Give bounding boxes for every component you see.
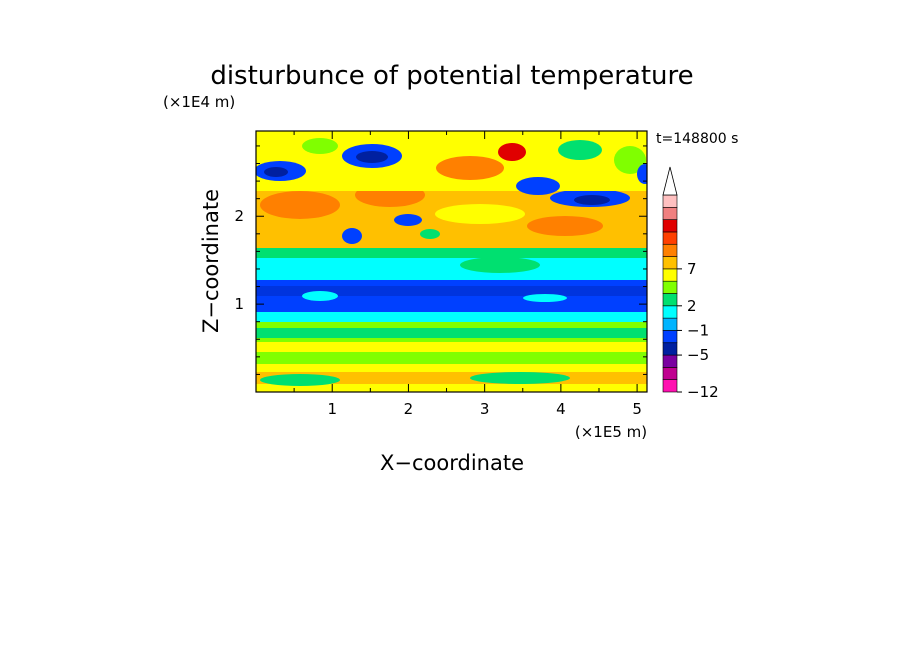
x-tick-label: 2 bbox=[404, 400, 414, 418]
cell bbox=[637, 164, 647, 184]
cell bbox=[470, 372, 570, 384]
x-tick-label: 4 bbox=[556, 400, 566, 418]
band-upper-cyan bbox=[256, 254, 647, 280]
cell bbox=[558, 140, 602, 160]
colorbar-label: −5 bbox=[687, 346, 709, 364]
plot-frame bbox=[255, 130, 648, 393]
cell bbox=[260, 191, 340, 219]
colorbar-label: 2 bbox=[687, 297, 697, 315]
cell bbox=[498, 143, 526, 161]
band-bottom-green bbox=[256, 352, 647, 364]
cell bbox=[264, 167, 288, 177]
colorbar-extend-arrow bbox=[662, 166, 678, 196]
y-axis-ticks: 12 bbox=[234, 145, 647, 375]
cell bbox=[420, 229, 440, 239]
band-blue-dark bbox=[256, 286, 647, 296]
x-tick-label: 5 bbox=[632, 400, 642, 418]
y-tick-label: 1 bbox=[234, 295, 244, 313]
cell bbox=[460, 257, 540, 273]
colorbar-label: −12 bbox=[687, 383, 719, 401]
x-axis-ticks: 1 2 3 4 5 bbox=[293, 131, 642, 418]
colorbar-labels: 7 2 −1 −5 −12 bbox=[677, 260, 719, 401]
colorbar bbox=[662, 166, 678, 393]
x-tick-label: 3 bbox=[480, 400, 490, 418]
cell bbox=[516, 177, 560, 195]
cell bbox=[436, 156, 504, 180]
cell bbox=[302, 138, 338, 154]
y-tick-label: 2 bbox=[234, 207, 244, 225]
x-unit-label: (×1E5 m) bbox=[575, 423, 647, 441]
colorbar-swatch bbox=[662, 330, 678, 344]
colorbar-swatch bbox=[662, 280, 678, 294]
cell bbox=[574, 195, 610, 205]
colorbar-swatch bbox=[662, 243, 678, 257]
cell bbox=[342, 228, 362, 244]
y-unit-label: (×1E4 m) bbox=[163, 93, 235, 111]
cell bbox=[614, 146, 646, 174]
band-upper-green bbox=[256, 246, 647, 258]
x-axis-title: X−coordinate bbox=[380, 451, 524, 475]
cell bbox=[523, 294, 567, 302]
colorbar-swatch bbox=[662, 219, 678, 233]
colorbar-swatch bbox=[662, 293, 678, 307]
cell bbox=[527, 216, 603, 236]
colorbar-label: −1 bbox=[687, 321, 709, 339]
band-lower-mid-green bbox=[256, 328, 647, 338]
colorbar-swatch bbox=[662, 231, 678, 245]
colorbar-swatch bbox=[662, 194, 678, 208]
colorbar-label: 7 bbox=[687, 260, 697, 278]
cell bbox=[435, 204, 525, 224]
colorbar-swatch bbox=[662, 342, 678, 356]
cell bbox=[302, 291, 338, 301]
y-axis-title: Z−coordinate bbox=[199, 189, 223, 333]
colorbar-swatch bbox=[662, 317, 678, 331]
time-label: t=148800 s bbox=[656, 131, 738, 147]
cell bbox=[356, 151, 388, 163]
colorbar-swatch bbox=[662, 305, 678, 319]
colorbar-swatch bbox=[662, 367, 678, 380]
heatmap-field bbox=[256, 131, 647, 392]
colorbar-swatch bbox=[662, 379, 678, 393]
cell bbox=[260, 374, 340, 386]
colorbar-swatch bbox=[662, 256, 678, 270]
colorbar-swatch bbox=[662, 268, 678, 282]
cell bbox=[394, 214, 422, 226]
x-tick-label: 1 bbox=[327, 400, 337, 418]
chart-title: disturbunce of potential temperature bbox=[210, 61, 693, 91]
colorbar-swatch bbox=[662, 207, 678, 220]
colorbar-swatch bbox=[662, 354, 678, 368]
